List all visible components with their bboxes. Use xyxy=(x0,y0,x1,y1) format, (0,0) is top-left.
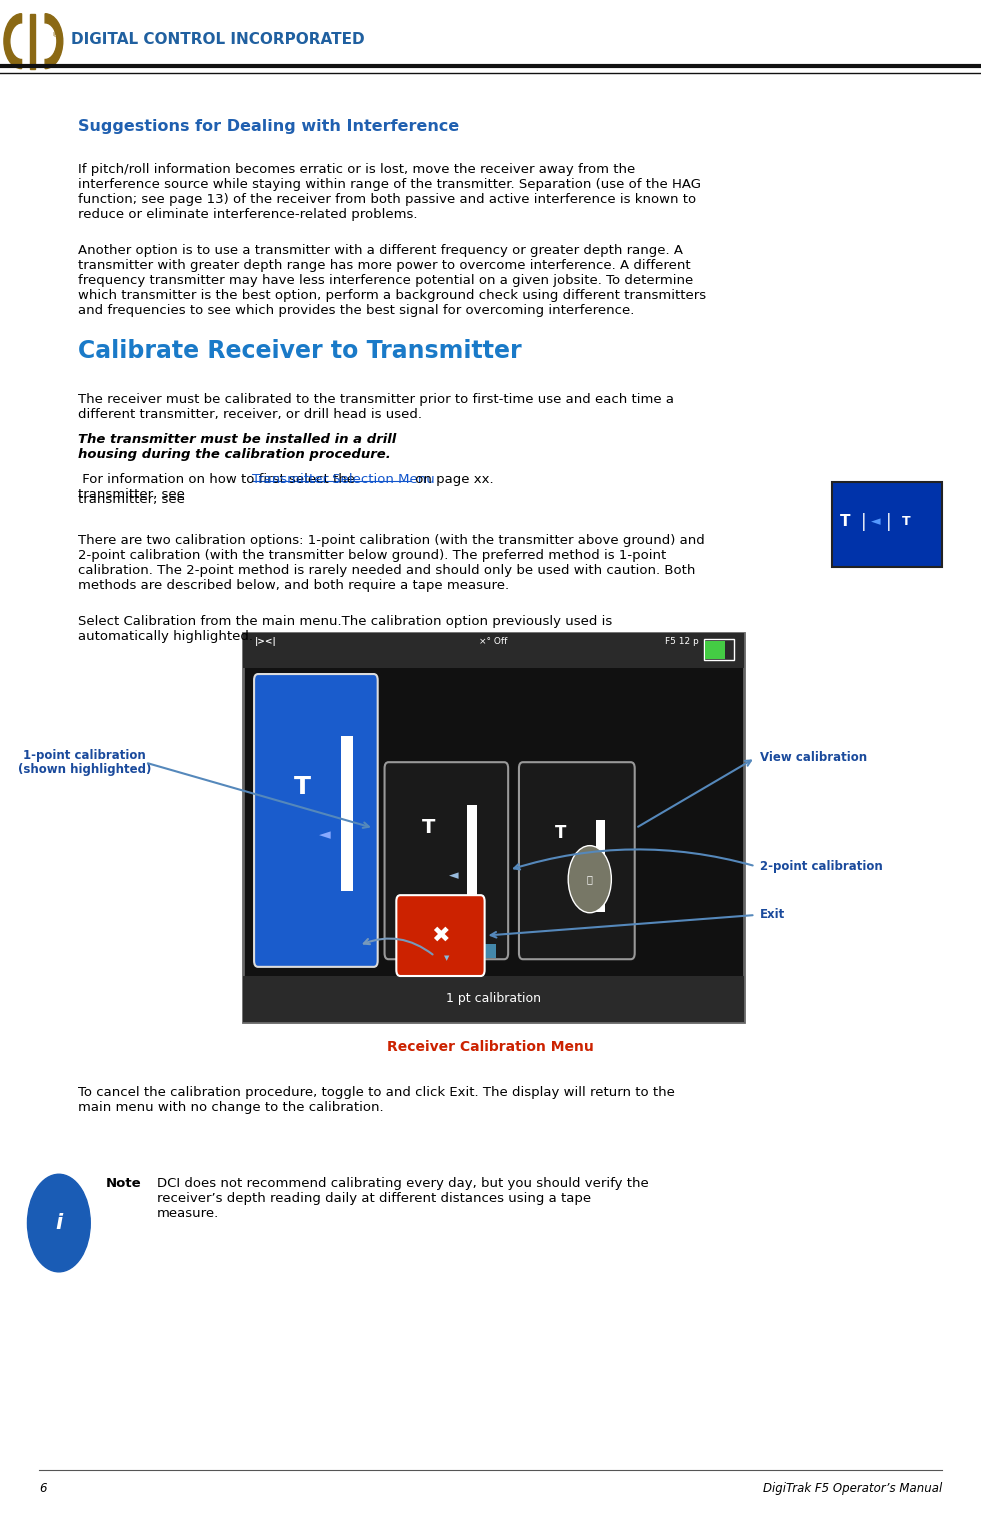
Text: The transmitter must be installed in a drill
housing during the calibration proc: The transmitter must be installed in a d… xyxy=(78,433,396,461)
Text: F5 12 p: F5 12 p xyxy=(665,637,698,647)
FancyBboxPatch shape xyxy=(519,762,635,959)
FancyBboxPatch shape xyxy=(396,895,485,976)
Text: DCI does not recommend calibrating every day, but you should verify the
receiver: DCI does not recommend calibrating every… xyxy=(157,1177,648,1220)
Text: Suggestions for Dealing with Interference: Suggestions for Dealing with Interferenc… xyxy=(78,119,460,134)
Bar xyxy=(243,976,744,1022)
Text: 6: 6 xyxy=(39,1482,47,1496)
Text: ◄: ◄ xyxy=(871,515,881,528)
Text: T: T xyxy=(903,515,910,528)
Text: If pitch/roll information becomes erratic or is lost, move the receiver away fro: If pitch/roll information becomes errati… xyxy=(78,163,701,221)
Text: Another option is to use a transmitter with a different frequency or greater dep: Another option is to use a transmitter w… xyxy=(78,244,706,317)
Text: ▼: ▼ xyxy=(443,955,449,961)
Text: 2-point calibration: 2-point calibration xyxy=(760,860,883,872)
Text: There are two calibration options: 1-point calibration (with the transmitter abo: There are two calibration options: 1-poi… xyxy=(78,534,705,592)
Text: ®: ® xyxy=(52,32,59,38)
Text: 1-point calibration
(shown highlighted): 1-point calibration (shown highlighted) xyxy=(18,749,151,776)
Text: The receiver must be calibrated to the transmitter prior to first-time use and e: The receiver must be calibrated to the t… xyxy=(78,393,675,421)
Text: T: T xyxy=(293,775,311,799)
Bar xyxy=(704,639,734,660)
FancyBboxPatch shape xyxy=(254,674,378,967)
Text: transmitter, see: transmitter, see xyxy=(78,493,189,506)
Text: ◄: ◄ xyxy=(448,869,458,881)
Wedge shape xyxy=(45,14,63,69)
Text: T: T xyxy=(422,817,436,837)
Text: ⌕: ⌕ xyxy=(587,874,593,884)
Text: Select Calibration from the main menu.The calibration option previously used is
: Select Calibration from the main menu.Th… xyxy=(78,615,613,642)
Bar xyxy=(596,820,605,912)
Text: ×° Off: ×° Off xyxy=(480,637,507,647)
Text: T: T xyxy=(555,824,566,842)
Bar xyxy=(243,633,744,1022)
Text: DIGITAL CONTROL INCORPORATED: DIGITAL CONTROL INCORPORATED xyxy=(71,32,364,47)
Bar xyxy=(30,14,35,69)
Bar xyxy=(396,944,496,958)
Text: T: T xyxy=(841,514,851,529)
Text: |><|: |><| xyxy=(255,637,277,647)
Text: Calibrate Receiver to Transmitter: Calibrate Receiver to Transmitter xyxy=(78,339,522,363)
Text: 1 pt calibration: 1 pt calibration xyxy=(446,993,541,1005)
Bar xyxy=(467,805,477,907)
Text: Transmitter Selection Menu: Transmitter Selection Menu xyxy=(252,473,435,486)
Text: ◄: ◄ xyxy=(319,827,331,842)
Text: |: | xyxy=(886,512,892,531)
Text: on page xx.: on page xx. xyxy=(411,473,493,486)
Bar xyxy=(243,633,744,668)
Text: To cancel the calibration procedure, toggle to and click Exit. The display will : To cancel the calibration procedure, tog… xyxy=(78,1086,675,1113)
Text: |: | xyxy=(860,512,866,531)
Circle shape xyxy=(27,1174,90,1272)
Wedge shape xyxy=(4,14,22,69)
FancyBboxPatch shape xyxy=(385,762,508,959)
Bar xyxy=(705,640,725,659)
Text: Receiver Calibration Menu: Receiver Calibration Menu xyxy=(387,1040,594,1054)
Text: Exit: Exit xyxy=(760,909,786,921)
Text: DigiTrak F5 Operator’s Manual: DigiTrak F5 Operator’s Manual xyxy=(762,1482,942,1496)
Text: For information on how to first select the
transmitter, see: For information on how to first select t… xyxy=(78,473,355,500)
Text: i: i xyxy=(55,1212,63,1234)
Text: Note: Note xyxy=(106,1177,141,1191)
Bar xyxy=(341,737,353,891)
Circle shape xyxy=(568,846,611,913)
Text: ✖: ✖ xyxy=(432,926,449,946)
FancyBboxPatch shape xyxy=(832,482,942,567)
Text: View calibration: View calibration xyxy=(760,752,867,764)
